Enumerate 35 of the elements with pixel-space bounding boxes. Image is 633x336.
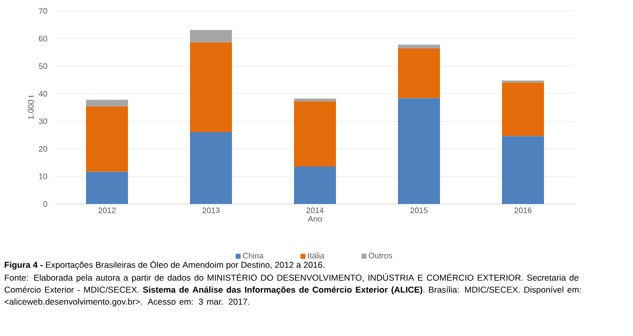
y-tick-label: 40 bbox=[38, 90, 48, 97]
y-tick-label: 20 bbox=[38, 146, 48, 152]
y-tick-label: 50 bbox=[38, 63, 48, 69]
bar bbox=[502, 82, 544, 136]
bar bbox=[502, 80, 544, 83]
text: Fonte: Elaborada pela autora a partir de dados do MINISTÉRIO DO DESENVOLVIMENTO, INDÚSTRIA E COMÉRCIO EXTERIOR. Secretaria de Comércio Exterior - MDIC/SECEX. Sistema de Análise das Informações de Comércio Exterior (ALICE). Brasília: MDIC/SECEX. Disponível em: <aliceweb.desenvolvimento.gov.br>. Acesso em: 3 mar. 2017. bbox=[4, 273, 581, 306]
bar bbox=[294, 101, 336, 166]
legend-label: Itália bbox=[308, 252, 324, 259]
x-tick-label: 2015 bbox=[410, 208, 428, 214]
bar bbox=[86, 172, 128, 204]
bar bbox=[398, 48, 440, 98]
y-tick-label: 0 bbox=[43, 201, 48, 207]
y-tick-label: 70 bbox=[38, 8, 48, 14]
x-axis-title: Ano bbox=[308, 216, 322, 222]
bar bbox=[190, 30, 232, 42]
y-tick-label: 60 bbox=[38, 36, 48, 42]
bar bbox=[398, 44, 440, 48]
x-tick-label: 2014 bbox=[306, 208, 324, 214]
legend-label: China bbox=[243, 252, 264, 258]
bar bbox=[190, 42, 232, 132]
text: Figura 4 - Exportações Brasileiras de Óleo de Amendoim por Destino, 2012 a 2016. bbox=[4, 260, 324, 270]
x-tick-label: 2016 bbox=[514, 208, 532, 214]
x-tick-label: 2012 bbox=[98, 208, 116, 214]
bar bbox=[86, 100, 128, 106]
bar bbox=[294, 166, 336, 204]
bar bbox=[398, 98, 440, 204]
y-axis-title: 1.000 t bbox=[28, 95, 34, 120]
x-tick-label: 2013 bbox=[202, 208, 220, 214]
bar bbox=[190, 132, 232, 204]
y-tick-label: 30 bbox=[38, 118, 48, 124]
y-tick-label: 10 bbox=[39, 174, 48, 180]
bar bbox=[86, 106, 128, 172]
legend-label: Outros bbox=[368, 252, 392, 258]
bar bbox=[502, 136, 544, 204]
bar bbox=[294, 98, 336, 102]
